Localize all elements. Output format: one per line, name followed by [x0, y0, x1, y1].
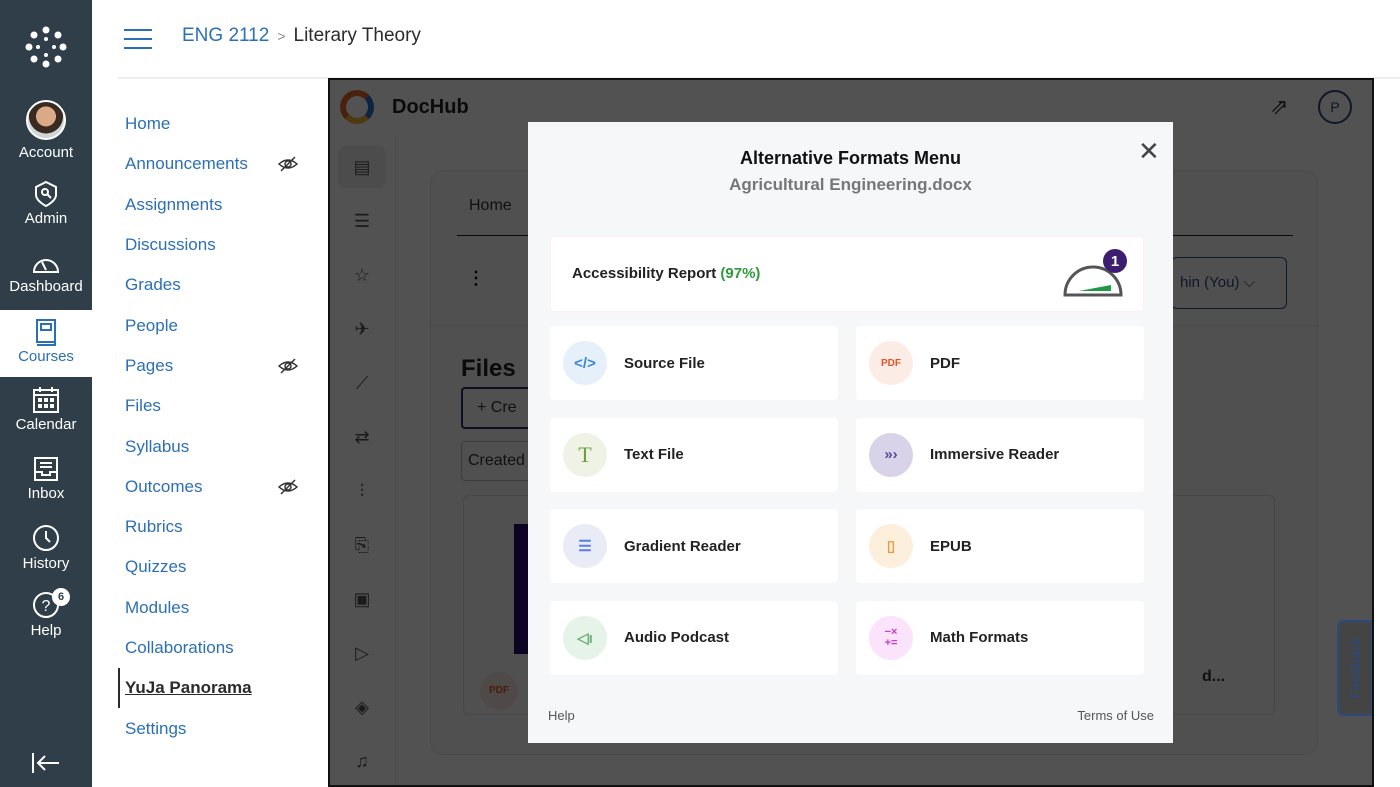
issues-badge: 1 — [1111, 253, 1119, 270]
course-nav: Home Announcements Assignments Discussions G… — [118, 104, 328, 749]
format-option-audio-podcast[interactable]: ◁ı Audio Podcast — [550, 600, 838, 675]
course-nav-grades[interactable]: Grades — [125, 275, 181, 295]
files-title: Files — [461, 355, 516, 382]
course-nav-modules[interactable]: Modules — [125, 597, 190, 617]
accessibility-icon[interactable]: ☆ — [353, 264, 371, 285]
course-nav-discussions[interactable]: Discussions — [125, 235, 216, 255]
pdf-icon: PDF — [480, 672, 518, 710]
hidden-eye-icon — [277, 479, 299, 495]
course-nav-settings[interactable]: Settings — [125, 718, 187, 738]
help-badge: 6 — [52, 588, 70, 606]
course-nav-outcomes[interactable]: Outcomes — [118, 467, 328, 507]
global-nav: Account Admin Dashboard Courses Calendar… — [0, 0, 92, 787]
collapse-nav-button[interactable] — [31, 752, 61, 779]
source-code-icon: </> — [563, 341, 607, 385]
text-icon: T — [563, 432, 607, 477]
convert-icon[interactable]: ⇄ — [354, 426, 370, 447]
terms-link[interactable]: Terms of Use — [1077, 708, 1154, 723]
feedback-button[interactable]: Feedback — [1337, 620, 1372, 716]
svg-text:?: ? — [42, 598, 51, 615]
calendar-icon — [33, 387, 59, 413]
shield-key-icon — [35, 180, 57, 208]
course-nav-collaborations[interactable]: Collaborations — [125, 638, 234, 657]
close-icon[interactable]: ✕ — [1138, 136, 1160, 166]
book-icon — [36, 319, 56, 346]
breadcrumb: ENG 2112 > Literary Theory — [182, 25, 421, 47]
bell-icon[interactable]: ♫ — [355, 750, 369, 771]
owner-select[interactable]: hin (You) ⌵ — [1171, 257, 1287, 309]
help-link[interactable]: Help — [548, 708, 575, 723]
filter-icon[interactable]: ⫶ — [473, 267, 479, 292]
book-icon: ▯ — [869, 524, 913, 568]
speaker-icon: ◁ı — [563, 615, 607, 660]
open-external-icon[interactable]: ⇗ — [1270, 94, 1289, 119]
global-nav-account[interactable]: Account — [0, 100, 92, 161]
speedometer-icon — [32, 259, 60, 273]
course-nav-rubrics[interactable]: Rubrics — [125, 517, 183, 537]
alternative-formats-modal: Alternative Formats Menu Agricultural En… — [528, 122, 1173, 743]
chevron-right-icon: > — [277, 28, 286, 44]
documents-icon[interactable]: ▤ — [338, 146, 386, 188]
plane-icon[interactable]: ✈ — [354, 318, 370, 339]
global-nav-inbox[interactable]: Inbox — [0, 455, 92, 502]
course-nav-people[interactable]: People — [125, 315, 178, 335]
math-icon: −× += — [869, 615, 913, 660]
global-nav-history[interactable]: History — [0, 523, 92, 572]
checklist-icon[interactable]: ☰ — [353, 210, 371, 231]
canvas-logo[interactable] — [23, 24, 69, 70]
format-option-gradient-reader[interactable]: ☰ Gradient Reader — [550, 509, 838, 583]
dochub-app-name: DocHub — [392, 96, 469, 118]
breadcrumb-current: Literary Theory — [293, 25, 421, 46]
modal-filename: Agricultural Engineering.docx — [729, 175, 972, 194]
global-nav-help[interactable]: ? 6 Help — [0, 588, 92, 639]
clock-icon — [33, 525, 59, 551]
chart-icon[interactable]: ⟋ — [355, 372, 369, 393]
breadcrumb-course-link[interactable]: ENG 2112 — [182, 25, 270, 46]
chevrons-icon: »› — [869, 432, 913, 477]
collapse-icon — [32, 753, 59, 773]
course-nav-yuja-panorama[interactable]: YuJa Panorama — [118, 668, 328, 709]
course-nav-pages[interactable]: Pages — [118, 346, 328, 386]
lines-icon: ☰ — [563, 524, 607, 568]
sliders-icon[interactable]: ⫶ — [359, 480, 365, 501]
global-nav-dashboard[interactable]: Dashboard — [0, 250, 92, 295]
format-option-source-file[interactable]: </> Source File — [550, 326, 838, 400]
format-option-immersive-reader[interactable]: »› Immersive Reader — [856, 417, 1144, 492]
course-menu-toggle[interactable] — [124, 29, 152, 49]
global-nav-admin[interactable]: Admin — [0, 180, 92, 227]
global-nav-courses[interactable]: Courses — [0, 310, 92, 377]
word-icon[interactable]: ▣ — [353, 588, 371, 609]
user-avatar[interactable]: P — [1318, 90, 1352, 124]
accessibility-report-button[interactable]: Accessibility Report (97%) 1 — [550, 236, 1144, 312]
course-nav-assignments[interactable]: Assignments — [125, 194, 223, 214]
course-nav-quizzes[interactable]: Quizzes — [125, 557, 187, 577]
course-nav-home[interactable]: Home — [125, 114, 171, 134]
hidden-eye-icon — [277, 358, 299, 374]
file-name: d... — [1202, 668, 1226, 685]
tab-home[interactable]: Home — [469, 197, 512, 214]
inbox-icon — [34, 457, 58, 481]
course-nav-syllabus[interactable]: Syllabus — [125, 436, 190, 456]
course-nav-announcements[interactable]: Announcements — [118, 144, 328, 184]
course-nav-files[interactable]: Files — [125, 396, 161, 416]
dochub-sidebar: ▤ ☰ ☆ ✈ ⟋ ⇄ ⫶ ⎘ ▣ ▷ ◈ ♫ — [330, 136, 396, 785]
hidden-eye-icon — [277, 156, 299, 172]
gauge-icon: 1 — [1063, 249, 1127, 297]
modal-title: Alternative Formats Menu — [739, 148, 962, 168]
format-option-text-file[interactable]: T Text File — [550, 417, 838, 492]
layers-icon[interactable]: ◈ — [355, 696, 369, 717]
avatar — [26, 100, 66, 140]
global-nav-calendar[interactable]: Calendar — [0, 386, 92, 433]
accessibility-score: (97%) — [720, 265, 761, 282]
format-option-math-formats[interactable]: −× += Math Formats — [856, 600, 1144, 675]
format-option-epub[interactable]: ▯ EPUB — [856, 509, 1144, 583]
video-check-icon[interactable]: ▷ — [355, 642, 369, 663]
format-option-pdf[interactable]: PDF PDF — [856, 326, 1144, 400]
pdf-icon: PDF — [869, 341, 913, 385]
file-import-icon[interactable]: ⎘ — [354, 534, 370, 555]
dochub-logo — [340, 90, 374, 124]
